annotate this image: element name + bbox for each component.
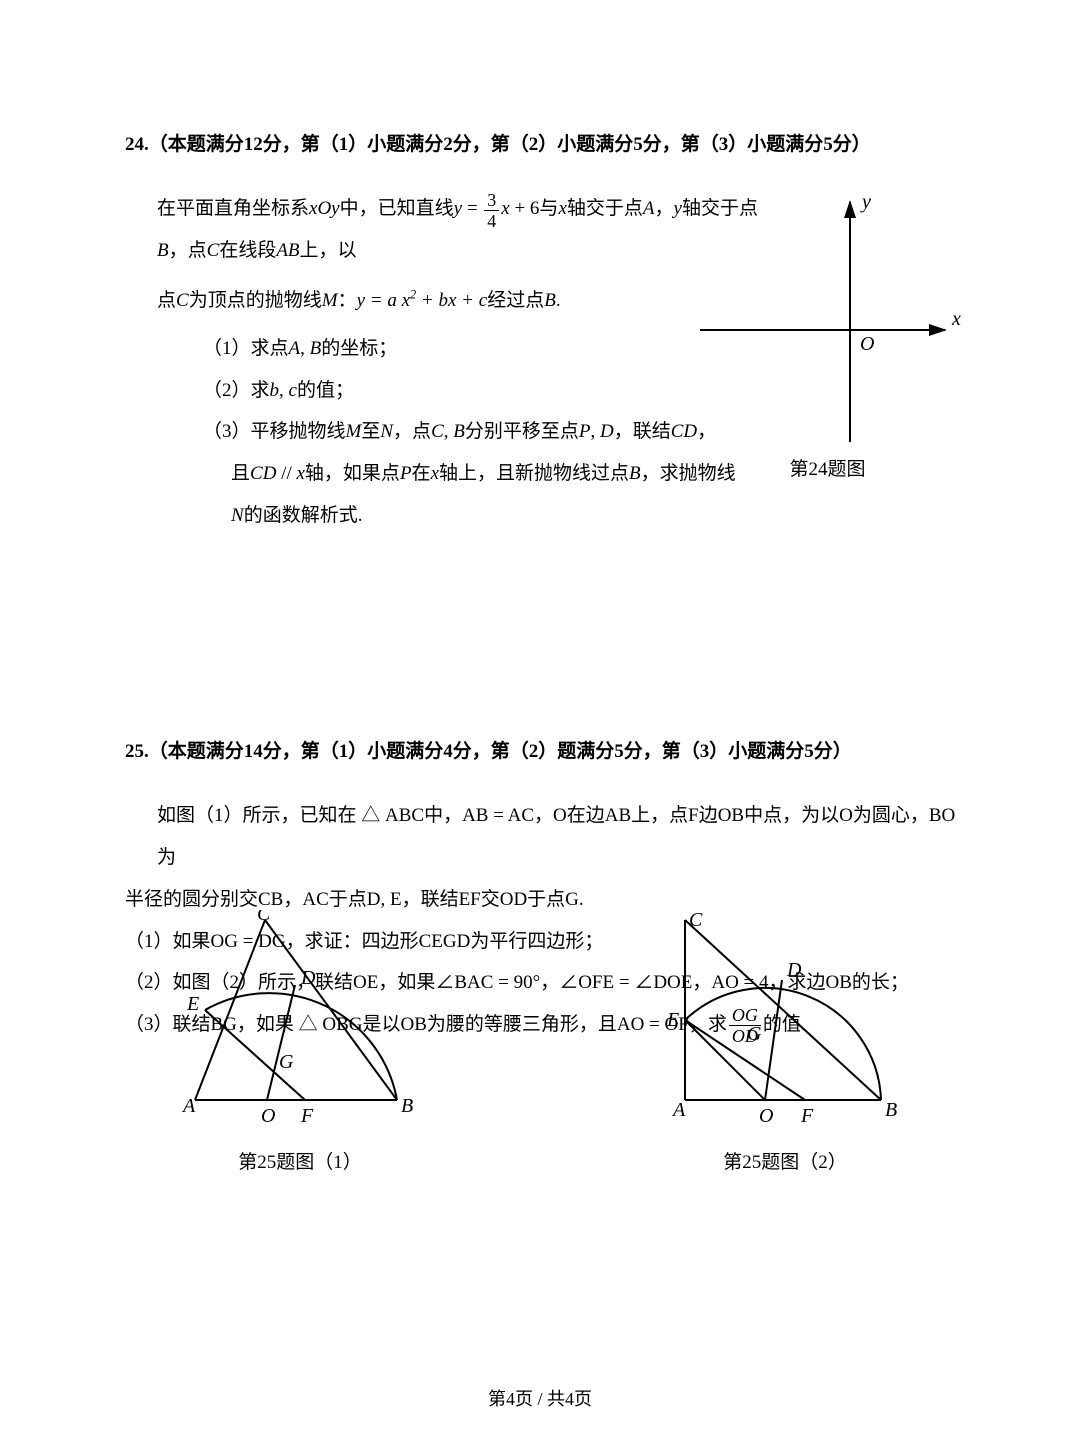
para: y = a x2 + bx + c	[357, 290, 488, 311]
page-footer: 第4页 / 共4页	[0, 1385, 1080, 1411]
t: + 6与	[510, 198, 559, 219]
t: 点	[157, 290, 176, 311]
q25-l1: 如图（1）所示，已知在 △ ABC中，AB = AC，O在边AB上，点F边OB中…	[157, 795, 960, 879]
svg-text:D: D	[786, 959, 802, 981]
x: x	[558, 198, 566, 219]
svg-text:O: O	[261, 1105, 275, 1127]
svg-text:E: E	[186, 993, 199, 1015]
t: 中，已知直线	[340, 198, 454, 219]
t: 为顶点的抛物线	[189, 290, 322, 311]
origin-label: O	[860, 333, 874, 355]
y: y	[454, 198, 462, 219]
xoy: xOy	[309, 198, 340, 219]
t: 在线段	[219, 240, 276, 261]
AB: AB	[276, 240, 299, 261]
svg-text:A: A	[671, 1099, 686, 1121]
t: 轴交于点	[567, 198, 643, 219]
axis-x-label: x	[951, 308, 961, 330]
y: y	[674, 198, 682, 219]
svg-text:B: B	[401, 1095, 413, 1117]
svg-text:C: C	[689, 910, 703, 931]
figures-25: A O F B E C D G 第25题图（1）	[175, 910, 905, 1174]
den: 4	[484, 211, 499, 230]
figure-24: x y O 第24题图	[690, 190, 965, 481]
svg-text:G: G	[747, 1023, 762, 1045]
t: .	[556, 290, 561, 311]
frac: 34	[484, 191, 499, 230]
svg-text:C: C	[257, 910, 271, 925]
svg-text:E: E	[666, 1009, 679, 1031]
axis-y-label: y	[860, 191, 871, 213]
t: 上，以	[300, 240, 357, 261]
q24-header: 24.（本题满分12分，第（1）小题满分2分，第（2）小题满分5分，第（3）小题…	[125, 130, 960, 160]
num: 3	[484, 191, 499, 211]
figure-25-1-caption: 第25题图（1）	[175, 1147, 425, 1174]
C: C	[207, 240, 220, 261]
q24-body: 在平面直角坐标系xOy中，已知直线y = 34x + 6与x轴交于点A，y轴交于…	[125, 188, 785, 536]
eq: =	[462, 198, 482, 219]
figure-25-2-caption: 第25题图（2）	[665, 1147, 905, 1174]
svg-text:B: B	[885, 1099, 897, 1121]
B: B	[544, 290, 556, 311]
A: A	[643, 198, 655, 219]
svg-text:A: A	[181, 1095, 196, 1117]
figure-25-1: A O F B E C D G 第25题图（1）	[175, 910, 425, 1174]
C: C	[176, 290, 189, 311]
t: ，	[655, 198, 674, 219]
q24-p3c: N的函数解析式.	[157, 495, 785, 537]
figure-25-2: A O F B E C D G 第25题图（2）	[665, 910, 905, 1174]
svg-text:F: F	[300, 1105, 314, 1127]
t: ：	[338, 290, 357, 311]
x: x	[501, 198, 509, 219]
q25-header: 25.（本题满分14分，第（1）小题满分4分，第（2）题满分5分，第（3）小题满…	[125, 737, 960, 767]
t: 在平面直角坐标系	[157, 198, 309, 219]
t: 经过点	[487, 290, 544, 311]
t: ，点	[169, 240, 207, 261]
figure-24-caption: 第24题图	[690, 454, 965, 481]
svg-text:F: F	[800, 1105, 814, 1127]
B: B	[157, 240, 169, 261]
svg-text:O: O	[759, 1105, 773, 1127]
M: M	[322, 290, 338, 311]
svg-text:D: D	[300, 967, 316, 989]
svg-text:G: G	[279, 1051, 294, 1073]
